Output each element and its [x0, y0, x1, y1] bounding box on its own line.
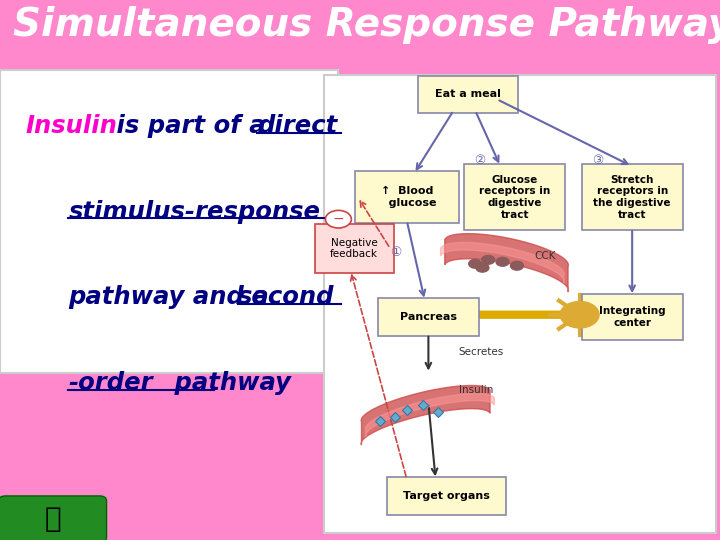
Polygon shape	[361, 386, 490, 445]
Text: pathway and a: pathway and a	[68, 285, 278, 309]
Text: ③: ③	[592, 154, 603, 167]
Text: Insulin: Insulin	[25, 114, 117, 138]
Text: CCK: CCK	[534, 251, 556, 261]
Circle shape	[325, 211, 351, 228]
FancyBboxPatch shape	[0, 496, 107, 540]
FancyBboxPatch shape	[387, 477, 505, 515]
Text: is part of a: is part of a	[108, 114, 274, 138]
Text: ①: ①	[390, 246, 402, 259]
Text: 🐊: 🐊	[44, 505, 61, 533]
FancyBboxPatch shape	[378, 298, 479, 336]
Circle shape	[482, 255, 495, 264]
FancyBboxPatch shape	[582, 294, 683, 340]
Circle shape	[510, 261, 523, 270]
Text: Negative
feedback: Negative feedback	[330, 238, 378, 259]
Text: ↑  Blood
   glucose: ↑ Blood glucose	[377, 186, 436, 208]
FancyBboxPatch shape	[315, 224, 394, 273]
FancyBboxPatch shape	[582, 164, 683, 230]
FancyBboxPatch shape	[324, 75, 716, 532]
Text: ②: ②	[474, 154, 486, 167]
Text: second: second	[238, 285, 334, 309]
Polygon shape	[366, 394, 495, 437]
Text: Insulin: Insulin	[459, 384, 493, 395]
Text: stimulus-response: stimulus-response	[68, 200, 320, 224]
Text: -order: -order	[68, 371, 153, 395]
Text: direct: direct	[257, 114, 337, 138]
FancyBboxPatch shape	[354, 171, 459, 223]
Circle shape	[560, 301, 599, 328]
Circle shape	[496, 258, 509, 266]
Text: Secretes: Secretes	[459, 347, 504, 357]
Circle shape	[476, 264, 489, 272]
Polygon shape	[445, 234, 568, 292]
Text: Pancreas: Pancreas	[400, 312, 457, 322]
Circle shape	[469, 259, 482, 268]
Polygon shape	[441, 242, 564, 283]
Text: Integrating
center: Integrating center	[599, 306, 665, 328]
Text: Stretch
receptors in
the digestive
tract: Stretch receptors in the digestive tract	[593, 175, 671, 220]
Text: Glucose
receptors in
digestive
tract: Glucose receptors in digestive tract	[480, 175, 550, 220]
Text: Eat a meal: Eat a meal	[435, 89, 501, 99]
Text: Simultaneous Response Pathways: Simultaneous Response Pathways	[13, 6, 720, 44]
Text: −: −	[333, 212, 344, 226]
Text: pathway: pathway	[166, 371, 290, 395]
Text: Target organs: Target organs	[403, 491, 490, 501]
FancyBboxPatch shape	[0, 70, 338, 374]
FancyBboxPatch shape	[418, 76, 518, 113]
FancyBboxPatch shape	[464, 164, 565, 230]
